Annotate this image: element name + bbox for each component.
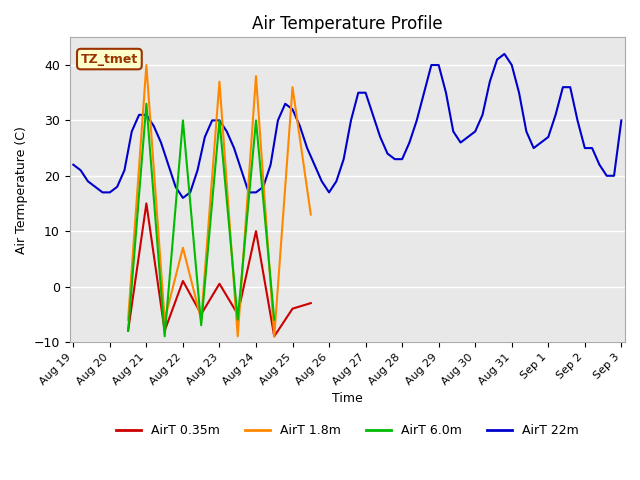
AirT 22m: [500, 51, 508, 57]
AirT 22m: [618, 118, 625, 123]
Text: TZ_tmet: TZ_tmet: [81, 53, 138, 66]
AirT 22m: [120, 168, 128, 173]
AirT 22m: [442, 90, 450, 96]
AirT 22m: [179, 195, 187, 201]
AirT 22m: [70, 162, 77, 168]
X-axis label: Time: Time: [332, 392, 363, 405]
Legend: AirT 0.35m, AirT 1.8m, AirT 6.0m, AirT 22m: AirT 0.35m, AirT 1.8m, AirT 6.0m, AirT 2…: [111, 419, 584, 442]
AirT 22m: [428, 62, 435, 68]
AirT 22m: [267, 162, 275, 168]
AirT 22m: [362, 90, 369, 96]
Title: Air Temperature Profile: Air Temperature Profile: [252, 15, 443, 33]
Y-axis label: Air Termperature (C): Air Termperature (C): [15, 126, 28, 253]
AirT 22m: [522, 129, 530, 134]
Line: AirT 22m: AirT 22m: [74, 54, 621, 198]
